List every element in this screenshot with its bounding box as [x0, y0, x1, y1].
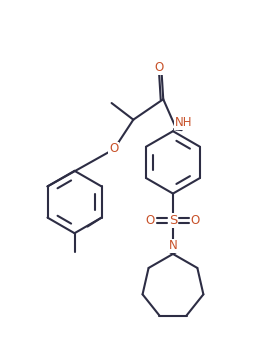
Text: N: N — [169, 240, 177, 252]
Text: O: O — [146, 214, 155, 227]
Text: S: S — [169, 214, 177, 227]
Text: O: O — [191, 214, 200, 227]
Text: O: O — [109, 142, 118, 155]
Text: O: O — [154, 61, 163, 74]
Text: NH: NH — [175, 116, 192, 130]
